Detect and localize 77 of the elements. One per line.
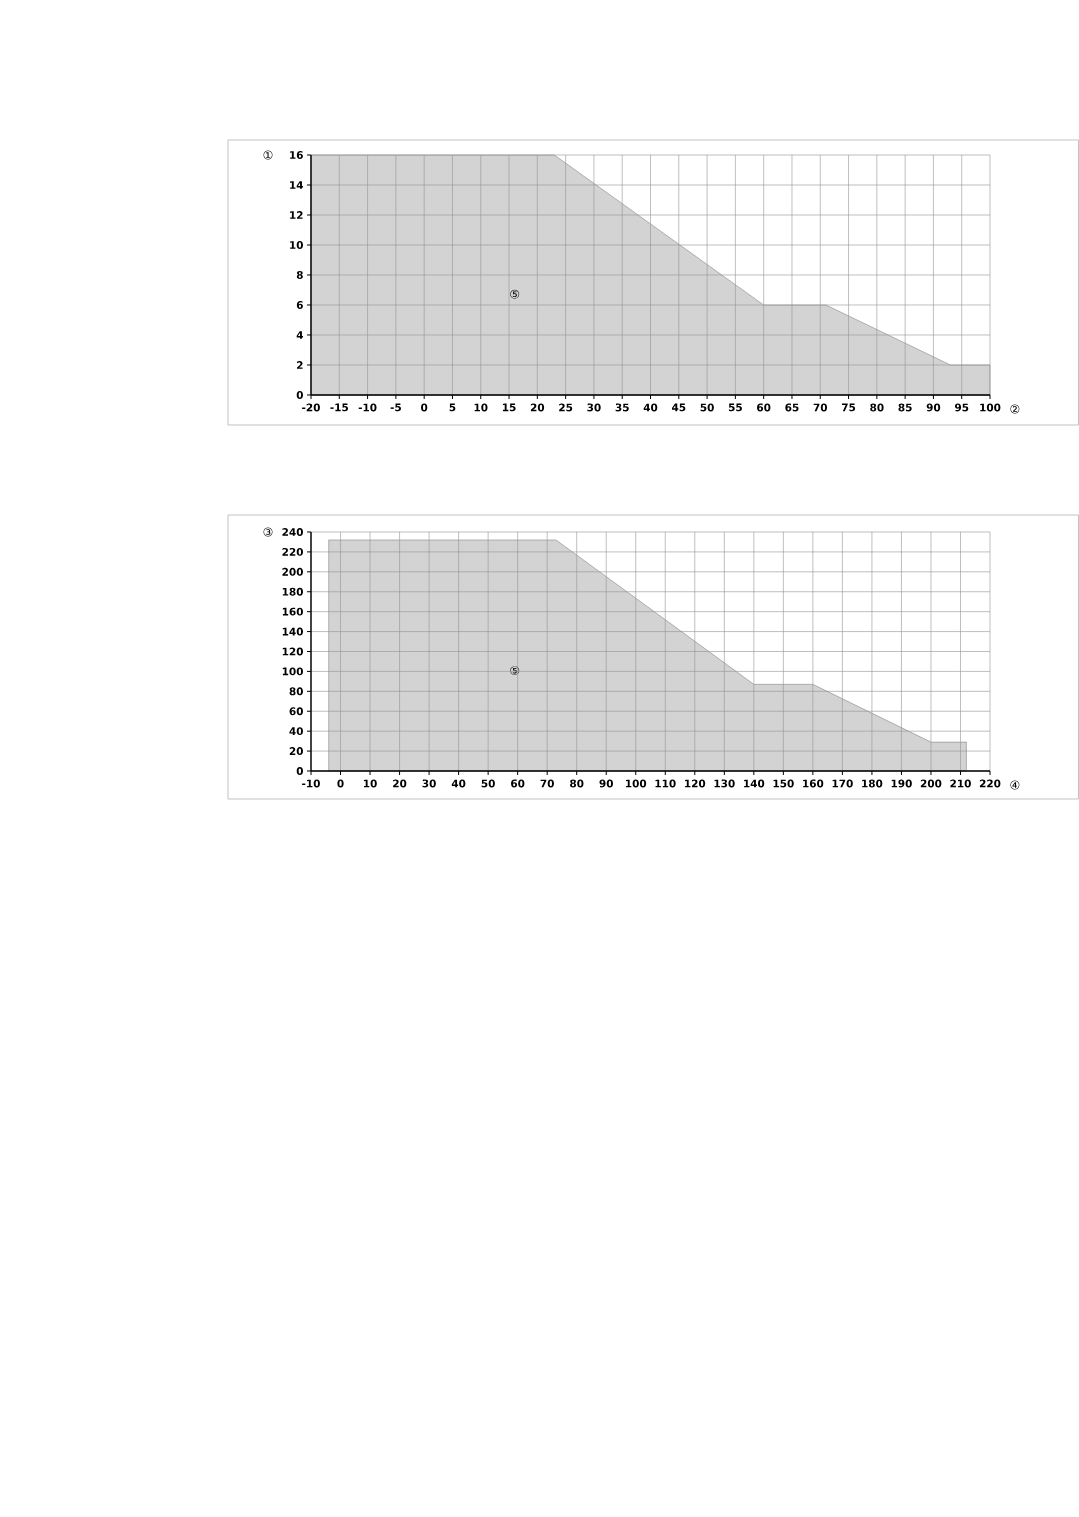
x-axis-title: ② [1010,404,1020,414]
y-tick-label: 100 [282,667,303,676]
y-tick-label: 40 [289,727,303,736]
x-tick-label: 95 [954,403,969,412]
x-tick-label: 50 [481,779,495,788]
x-tick-label: 10 [363,779,377,788]
y-axis-title: ① [263,150,273,160]
y-tick-label: 4 [296,331,303,339]
y-tick-label: 6 [296,301,303,309]
x-tick-label: 35 [615,403,629,412]
x-tick-label: 0 [337,779,344,788]
x-tick-label: 20 [530,403,545,412]
x-tick-label: 150 [773,779,794,788]
x-tick-label: -15 [330,403,349,412]
x-axis-title: ④ [1010,780,1020,790]
y-tick-label: 60 [289,707,303,716]
x-tick-label: 85 [898,403,912,412]
annotation: ⑤ [510,666,520,676]
x-tick-label: 170 [832,779,853,788]
x-tick-label: 90 [599,779,613,788]
y-tick-label: 240 [282,528,303,536]
x-tick-label: 30 [422,779,436,788]
y-tick-label: 20 [289,747,303,756]
x-tick-label: 15 [502,403,516,412]
x-tick-label: 130 [714,779,735,788]
annotation: ⑤ [510,289,520,299]
x-tick-label: 30 [587,403,601,412]
x-tick-label: -5 [390,403,401,412]
y-tick-label: 16 [290,151,303,159]
y-tick-label: 2 [297,361,303,369]
y-tick-label: 120 [282,647,303,656]
x-tick-label: 100 [980,403,1001,412]
y-tick-label: 12 [290,211,303,219]
y-tick-label: 140 [282,627,303,636]
x-tick-label: 10 [474,403,488,412]
x-tick-label: 90 [926,403,941,412]
x-tick-label: 45 [671,403,686,412]
x-tick-label: 40 [643,403,658,412]
y-tick-label: 200 [282,567,303,576]
x-tick-label: 60 [511,779,525,788]
x-tick-label: 220 [979,779,1001,788]
y-tick-label: 0 [296,391,303,399]
x-tick-label: 0 [421,403,428,412]
x-tick-label: 100 [626,779,647,788]
x-tick-label: 120 [685,779,706,788]
x-tick-label: 80 [570,779,584,788]
y-tick-label: 10 [290,241,303,249]
x-tick-label: 190 [891,779,912,788]
y-tick-label: 220 [282,547,303,556]
x-tick-label: 70 [813,403,828,412]
x-tick-label: 180 [862,779,883,788]
x-tick-label: 50 [700,403,714,412]
x-tick-label: 65 [785,403,799,412]
y-tick-label: 180 [282,587,303,596]
x-tick-label: -20 [302,403,320,412]
x-tick-label: -10 [302,779,320,788]
x-tick-label: -10 [358,403,377,412]
y-tick-label: 14 [290,181,303,189]
x-tick-label: 55 [728,403,742,412]
x-tick-label: 20 [393,779,407,788]
x-tick-label: 140 [744,779,765,788]
x-tick-label: 40 [451,779,466,788]
y-axis-title: ③ [263,527,273,537]
x-tick-label: 25 [559,403,573,412]
x-tick-label: 5 [449,403,456,412]
y-tick-label: 0 [296,767,303,775]
x-tick-label: 60 [757,403,771,412]
x-tick-label: 80 [870,403,884,412]
y-tick-label: 160 [282,607,303,616]
x-tick-label: 70 [540,779,554,788]
y-tick-label: 8 [296,271,303,279]
x-tick-label: 160 [803,779,824,788]
x-tick-label: 75 [841,403,856,412]
y-tick-label: 80 [289,687,303,696]
x-tick-label: 210 [950,779,971,788]
x-tick-label: 200 [920,779,942,788]
x-tick-label: 110 [655,779,676,788]
